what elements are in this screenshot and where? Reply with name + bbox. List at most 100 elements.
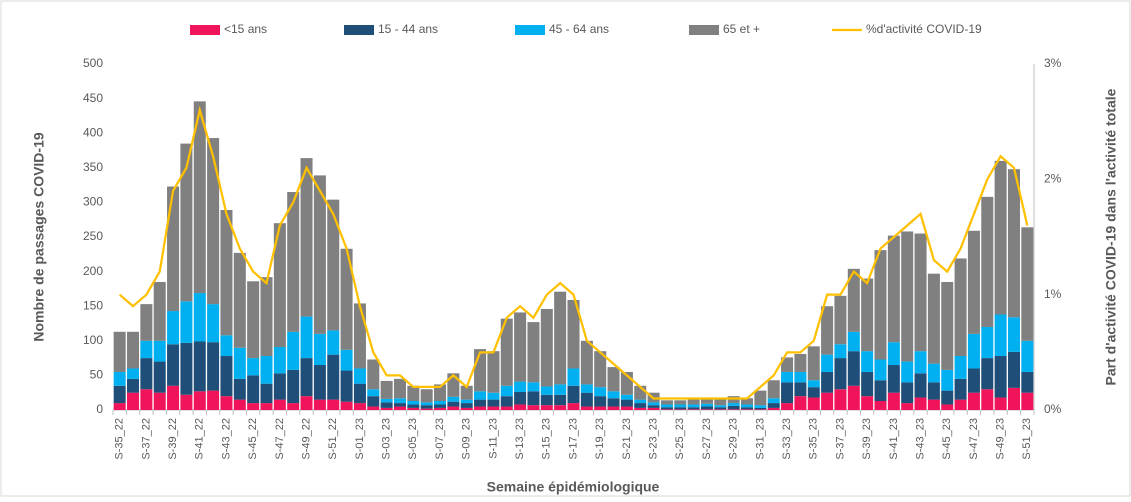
bar — [514, 312, 527, 382]
bar — [353, 403, 366, 410]
bar — [514, 381, 527, 393]
bar — [927, 382, 940, 400]
bar — [594, 396, 607, 407]
x-tick-label: S-31_23 — [754, 418, 766, 460]
y2-tick-label: 0% — [1044, 402, 1062, 416]
bar — [967, 333, 980, 369]
bar — [834, 358, 847, 390]
bar — [233, 347, 246, 379]
bar — [233, 399, 246, 410]
x-tick-label: S-45_22 — [247, 418, 259, 460]
x-tick-label: S-45_23 — [941, 418, 953, 460]
bar — [714, 405, 727, 408]
bar — [407, 385, 420, 402]
bar — [287, 403, 300, 410]
y-tick-label: 150 — [83, 298, 103, 312]
bar — [821, 392, 834, 410]
bar — [874, 401, 887, 410]
x-tick-label: S-35_22 — [114, 418, 126, 460]
legend-swatch — [344, 25, 374, 35]
bar — [420, 402, 433, 406]
bar — [927, 399, 940, 410]
bar — [113, 371, 126, 386]
bar — [127, 392, 140, 410]
bar — [981, 326, 994, 359]
x-tick-label: S-41_22 — [194, 418, 206, 460]
bar — [914, 373, 927, 398]
bar — [153, 281, 166, 341]
bar — [754, 405, 767, 408]
bar — [420, 389, 433, 403]
bar — [1007, 169, 1020, 318]
bar — [434, 407, 447, 410]
bar — [941, 281, 954, 370]
bar — [901, 361, 914, 383]
bar — [153, 392, 166, 410]
bar — [994, 397, 1007, 410]
bar — [660, 407, 673, 410]
bar — [393, 403, 406, 407]
bar — [981, 196, 994, 327]
bar — [754, 409, 767, 410]
bar — [807, 387, 820, 398]
y-axis-title: Nombre de passages COVID-19 — [31, 132, 47, 342]
y-tick-label: 300 — [83, 195, 103, 209]
bar — [434, 401, 447, 405]
bar — [674, 407, 687, 410]
bar — [660, 404, 673, 408]
bar — [367, 359, 380, 390]
bar — [741, 398, 754, 405]
bar — [380, 398, 393, 403]
bar — [313, 175, 326, 334]
bar — [540, 386, 553, 395]
bar — [741, 407, 754, 410]
bar — [967, 230, 980, 334]
bar — [967, 368, 980, 393]
bar — [153, 361, 166, 393]
bar — [474, 391, 487, 400]
bar — [821, 354, 834, 372]
bar — [594, 387, 607, 397]
x-tick-label: S-49_22 — [300, 418, 312, 460]
bar — [847, 268, 860, 332]
bar — [500, 385, 513, 397]
bar — [767, 380, 780, 399]
bar — [273, 373, 286, 400]
bar — [340, 401, 353, 410]
bar — [514, 404, 527, 410]
bar — [380, 407, 393, 410]
bar — [447, 406, 460, 410]
bar — [500, 396, 513, 407]
x-tick-label: S-41_23 — [888, 418, 900, 460]
bar — [460, 385, 473, 400]
y2-tick-label: 2% — [1044, 172, 1062, 186]
bar — [554, 384, 567, 395]
bar — [420, 408, 433, 410]
bar — [767, 398, 780, 404]
x-tick-label: S-27_23 — [701, 418, 713, 460]
bar — [567, 403, 580, 410]
bar — [367, 406, 380, 410]
bar — [954, 399, 967, 410]
bar — [580, 384, 593, 393]
bar — [153, 340, 166, 362]
x-tick-label: S-21_23 — [621, 418, 633, 460]
bar — [660, 409, 673, 410]
bar — [273, 223, 286, 348]
x-tick-label: S-25_23 — [674, 418, 686, 460]
bar — [340, 370, 353, 402]
x-tick-label: S-37_22 — [140, 418, 152, 460]
bar — [794, 382, 807, 397]
x-tick-label: S-07_23 — [434, 418, 446, 460]
bar — [207, 138, 220, 305]
y-tick-label: 0 — [96, 402, 103, 416]
bar — [981, 358, 994, 390]
bar — [861, 396, 874, 410]
bar — [994, 160, 1007, 315]
bar — [554, 405, 567, 410]
y-tick-label: 50 — [90, 368, 104, 382]
bar — [727, 409, 740, 410]
bar — [327, 330, 340, 355]
bar — [273, 347, 286, 374]
bar — [874, 380, 887, 402]
